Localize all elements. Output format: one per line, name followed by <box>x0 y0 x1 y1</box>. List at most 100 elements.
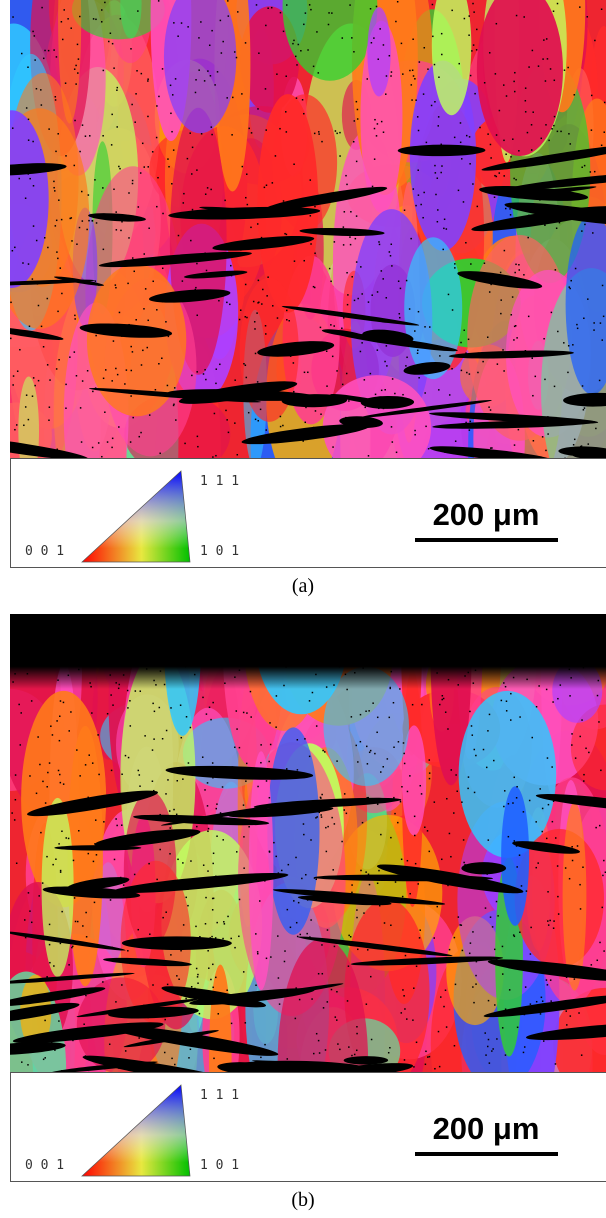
speckle <box>412 1019 414 1021</box>
panel-caption: (a) <box>292 575 314 597</box>
speckle <box>314 877 316 879</box>
speckle <box>575 757 577 759</box>
speckle <box>170 707 172 709</box>
speckle <box>88 754 90 756</box>
speckle <box>201 1035 203 1037</box>
speckle <box>46 856 48 858</box>
speckle <box>227 995 229 997</box>
speckle <box>56 720 58 722</box>
speckle <box>77 44 79 46</box>
speckle <box>535 821 537 823</box>
speckle <box>234 747 236 749</box>
speckle <box>516 797 518 799</box>
speckle <box>594 171 596 173</box>
speckle <box>326 851 328 853</box>
speckle <box>487 133 489 135</box>
speckle <box>578 1012 580 1014</box>
speckle <box>294 260 296 262</box>
speckle <box>411 99 413 101</box>
scale-bar <box>415 1152 558 1156</box>
speckle <box>383 408 385 410</box>
speckle <box>376 6 378 8</box>
speckle <box>419 929 421 931</box>
speckle <box>256 4 258 6</box>
speckle <box>497 363 499 365</box>
speckle <box>218 882 220 884</box>
speckle <box>465 422 467 424</box>
speckle <box>246 377 248 379</box>
speckle <box>496 901 498 903</box>
speckle <box>357 949 359 951</box>
speckle <box>269 722 271 724</box>
speckle <box>307 372 309 374</box>
speckle <box>331 343 333 345</box>
speckle <box>154 711 156 713</box>
speckle <box>131 104 133 106</box>
speckle <box>562 798 564 800</box>
speckle <box>22 262 24 264</box>
speckle <box>514 203 516 205</box>
speckle <box>382 766 384 768</box>
speckle <box>549 211 551 213</box>
speckle <box>458 916 460 918</box>
speckle <box>549 920 551 922</box>
speckle <box>194 289 196 291</box>
speckle <box>15 799 17 801</box>
speckle <box>215 383 217 385</box>
speckle <box>300 50 302 52</box>
speckle <box>398 741 400 743</box>
speckle <box>48 50 50 52</box>
speckle <box>326 385 328 387</box>
speckle <box>573 444 575 446</box>
speckle <box>234 947 236 949</box>
speckle <box>345 417 347 419</box>
speckle <box>231 1023 233 1025</box>
speckle <box>141 364 143 366</box>
speckle <box>58 843 60 845</box>
speckle <box>17 370 19 372</box>
speckle <box>198 37 200 39</box>
speckle <box>63 9 65 11</box>
speckle <box>367 949 369 951</box>
grain <box>267 727 319 934</box>
speckle <box>434 165 436 167</box>
speckle <box>281 870 283 872</box>
speckle <box>203 373 205 375</box>
speckle <box>191 986 193 988</box>
speckle <box>135 93 137 95</box>
speckle <box>115 1001 117 1003</box>
speckle <box>61 21 63 23</box>
speckle <box>174 1064 176 1066</box>
speckle <box>434 64 436 65</box>
speckle <box>212 762 214 764</box>
speckle <box>547 920 549 922</box>
speckle <box>140 172 142 174</box>
speckle <box>313 286 315 288</box>
speckle <box>28 892 30 894</box>
speckle <box>76 990 78 992</box>
speckle <box>266 780 268 782</box>
speckle <box>303 348 305 350</box>
speckle <box>41 104 43 106</box>
speckle <box>601 145 603 147</box>
speckle <box>460 122 462 124</box>
speckle <box>316 725 318 727</box>
speckle <box>74 318 76 320</box>
speckle <box>478 352 480 354</box>
speckle <box>537 862 539 864</box>
speckle <box>276 695 278 697</box>
speckle <box>112 704 114 706</box>
speckle <box>211 126 213 128</box>
speckle <box>205 923 207 925</box>
speckle <box>278 977 280 979</box>
speckle <box>116 126 118 128</box>
speckle <box>401 43 403 45</box>
speckle <box>564 69 566 71</box>
speckle <box>461 370 463 372</box>
speckle <box>10 338 12 340</box>
speckle <box>186 716 188 718</box>
speckle <box>580 908 582 910</box>
speckle <box>278 872 280 874</box>
speckle <box>245 197 247 199</box>
speckle <box>28 419 30 421</box>
